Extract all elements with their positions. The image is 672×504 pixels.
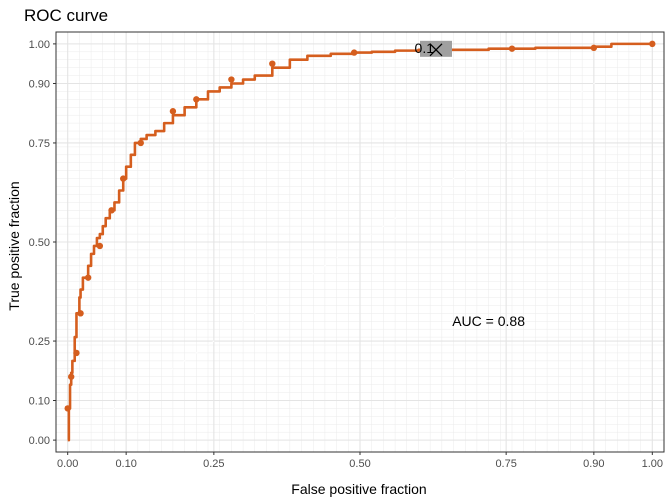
roc-point <box>68 374 74 380</box>
roc-point <box>649 41 655 47</box>
x-axis-title: False positive fraction <box>291 481 426 497</box>
chart-title: ROC curve <box>24 6 108 25</box>
roc-point <box>64 405 70 411</box>
x-tick-label: 0.90 <box>583 458 604 470</box>
x-tick-label: 0.25 <box>203 458 224 470</box>
x-tick-label: 0.10 <box>115 458 136 470</box>
roc-point <box>170 108 176 114</box>
roc-point <box>108 207 114 213</box>
y-tick-label: 0.10 <box>29 395 50 407</box>
roc-point <box>269 60 275 66</box>
x-tick-label: 0.00 <box>57 458 78 470</box>
roc-point <box>97 243 103 249</box>
y-tick-label: 0.75 <box>29 138 50 150</box>
roc-point <box>85 274 91 280</box>
roc-point <box>138 140 144 146</box>
roc-point <box>77 310 83 316</box>
roc-point <box>509 45 515 51</box>
cutoff-label: 0.1 <box>415 40 435 56</box>
y-axis-title: True positive fraction <box>6 181 22 310</box>
roc-point <box>120 175 126 181</box>
y-tick-label: 0.90 <box>29 79 50 91</box>
auc-annotation: AUC = 0.88 <box>452 313 525 329</box>
roc-point <box>73 350 79 356</box>
roc-point <box>228 76 234 82</box>
y-tick-label: 0.50 <box>29 237 50 249</box>
y-tick-label: 1.00 <box>29 39 50 51</box>
y-tick-label: 0.00 <box>29 435 50 447</box>
x-tick-label: 1.00 <box>642 458 663 470</box>
roc-point <box>591 45 597 51</box>
x-tick-label: 0.50 <box>349 458 370 470</box>
y-tick-label: 0.25 <box>29 336 50 348</box>
roc-point <box>193 96 199 102</box>
cutoff-marker: 0.1 <box>415 40 452 57</box>
x-tick-label: 0.75 <box>495 458 516 470</box>
roc-point <box>351 49 357 55</box>
